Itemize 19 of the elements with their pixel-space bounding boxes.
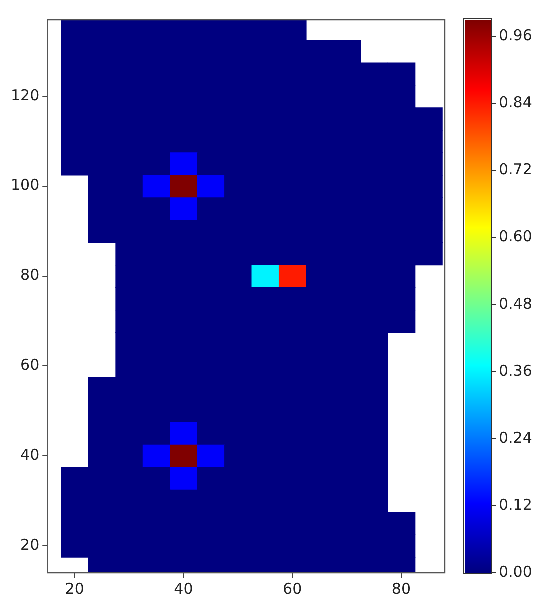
y-tick-label: 100 <box>10 176 40 194</box>
x-tick-label: 40 <box>174 580 194 598</box>
color-bar-label: 0.12 <box>499 496 532 514</box>
color-bar-label: 0.72 <box>499 160 532 179</box>
x-tick-label: 20 <box>65 580 84 598</box>
color-bar-label: 0.24 <box>499 428 532 447</box>
x-tick-label: 60 <box>283 580 302 598</box>
y-tick-label: 80 <box>20 266 40 284</box>
y-tick-label: 20 <box>20 536 40 554</box>
color-bar-label: 0.36 <box>499 362 532 380</box>
color-bar-label: 0.60 <box>499 228 532 246</box>
color-bar-label: 0.48 <box>499 294 532 313</box>
y-tick-label: 40 <box>20 446 40 464</box>
y-tick-label: 60 <box>20 356 40 374</box>
y-tick-label: 120 <box>10 86 40 104</box>
x-tick-label: 80 <box>392 580 411 598</box>
color-bar-label: 0.00 <box>499 562 532 581</box>
color-bar-label: 0.96 <box>499 26 532 45</box>
color-bar-label: 0.84 <box>499 94 532 112</box>
